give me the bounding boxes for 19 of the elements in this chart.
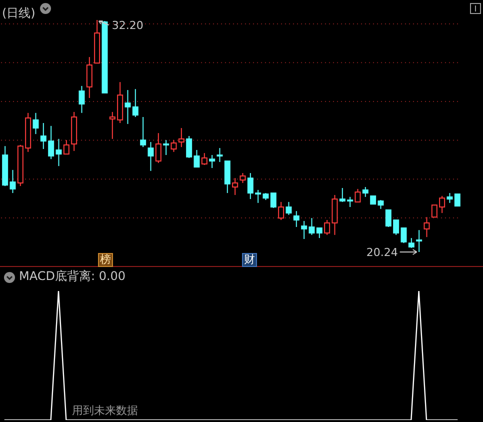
candlestick <box>216 148 223 162</box>
candlestick <box>32 112 39 135</box>
annotation: 32.20 <box>112 19 144 32</box>
text: 榜 <box>100 253 111 266</box>
chart-title: (日线) <box>2 6 36 20</box>
candlestick <box>86 56 92 98</box>
candlestick <box>78 85 85 114</box>
candlestick <box>232 178 238 196</box>
candlestick <box>178 128 184 148</box>
candlestick <box>293 210 300 228</box>
annotation: 用到未来数据 <box>72 404 138 417</box>
candlestick <box>124 90 131 124</box>
annotation: 20.24 <box>366 246 398 259</box>
candlestick <box>148 142 154 172</box>
candlestick <box>416 230 422 252</box>
chart-title: MACD底背离: 0.00 <box>19 269 126 283</box>
candlestick <box>424 216 430 238</box>
candlestick <box>71 111 78 152</box>
text: 财 <box>244 253 255 266</box>
